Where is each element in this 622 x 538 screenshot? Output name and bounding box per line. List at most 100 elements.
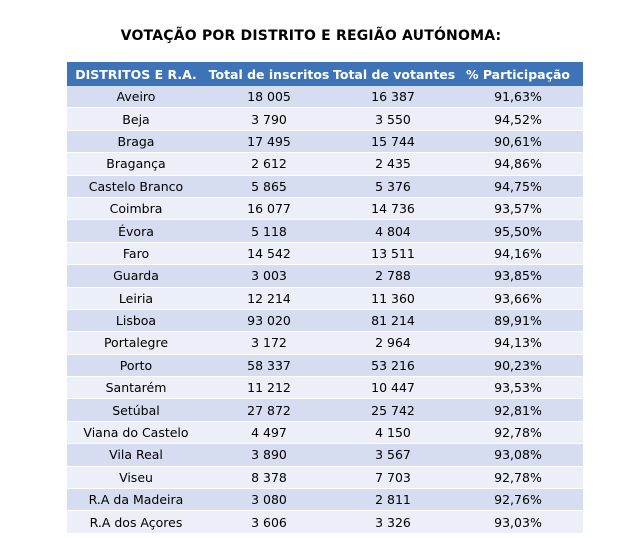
cell-participation: 89,91%: [453, 309, 583, 333]
table-row: Viseu 8 378 7 703 92,78%: [67, 466, 583, 490]
cell-participation: 94,75%: [453, 175, 583, 198]
cell-participation: 94,52%: [453, 107, 583, 131]
cell-registered: 11 212: [205, 376, 333, 400]
table-row: Lisboa 93 020 81 214 89,91%: [67, 309, 583, 333]
cell-voters: 10 447: [333, 376, 453, 400]
cell-district: Guarda: [67, 264, 205, 288]
cell-voters: 25 742: [333, 398, 453, 422]
cell-participation: 93,66%: [453, 287, 583, 310]
table-row: Braga 17 495 15 744 90,61%: [67, 130, 583, 154]
table-header-row: DISTRITOS E R.A. Total de inscritos Tota…: [67, 62, 583, 86]
cell-registered: 14 542: [205, 242, 333, 266]
cell-participation: 93,08%: [453, 443, 583, 467]
table-row: Viana do Castelo 4 497 4 150 92,78%: [67, 421, 583, 445]
cell-voters: 16 387: [333, 86, 453, 109]
cell-participation: 93,57%: [453, 197, 583, 221]
cell-district: Viana do Castelo: [67, 421, 205, 445]
cell-registered: 5 118: [205, 219, 333, 243]
cell-registered: 3 172: [205, 331, 333, 355]
cell-participation: 94,13%: [453, 331, 583, 355]
cell-district: Castelo Branco: [67, 175, 205, 198]
cell-voters: 11 360: [333, 287, 453, 310]
cell-registered: 5 865: [205, 175, 333, 198]
cell-voters: 7 703: [333, 466, 453, 490]
table-row: Bragança 2 612 2 435 94,86%: [67, 152, 583, 176]
header-voters: Total de votantes: [333, 62, 455, 86]
votes-table: DISTRITOS E R.A. Total de inscritos Tota…: [67, 62, 583, 534]
cell-participation: 92,78%: [453, 466, 583, 490]
cell-voters: 4 150: [333, 421, 453, 445]
table-row: Castelo Branco 5 865 5 376 94,75%: [67, 175, 583, 198]
cell-registered: 3 003: [205, 264, 333, 288]
cell-voters: 2 788: [333, 264, 453, 288]
cell-district: Beja: [67, 107, 205, 131]
cell-voters: 3 567: [333, 443, 453, 467]
table-row: Leiria 12 214 11 360 93,66%: [67, 287, 583, 310]
cell-registered: 4 497: [205, 421, 333, 445]
table-row: Portalegre 3 172 2 964 94,13%: [67, 331, 583, 355]
cell-participation: 93,53%: [453, 376, 583, 400]
cell-registered: 18 005: [205, 86, 333, 109]
table-body: Aveiro 18 005 16 387 91,63% Beja 3 790 3 550 94…: [67, 86, 583, 534]
table-row: Évora 5 118 4 804 95,50%: [67, 219, 583, 243]
cell-participation: 91,63%: [453, 86, 583, 109]
cell-district: Santarém: [67, 376, 205, 400]
table-row: Setúbal 27 872 25 742 92,81%: [67, 398, 583, 422]
cell-registered: 93 020: [205, 309, 333, 333]
cell-voters: 2 435: [333, 152, 453, 176]
cell-participation: 92,78%: [453, 421, 583, 445]
cell-district: Braga: [67, 130, 205, 154]
cell-participation: 92,76%: [453, 488, 583, 512]
cell-district: Leiria: [67, 287, 205, 310]
cell-participation: 92,81%: [453, 398, 583, 422]
cell-voters: 3 326: [333, 510, 453, 534]
table-row: Coimbra 16 077 14 736 93,57%: [67, 197, 583, 221]
cell-district: Setúbal: [67, 398, 205, 422]
cell-district: Évora: [67, 219, 205, 243]
cell-district: Porto: [67, 354, 205, 378]
cell-registered: 58 337: [205, 354, 333, 378]
cell-district: R.A da Madeira: [67, 488, 205, 512]
cell-voters: 15 744: [333, 130, 453, 154]
cell-voters: 53 216: [333, 354, 453, 378]
cell-registered: 12 214: [205, 287, 333, 310]
header-district: DISTRITOS E R.A.: [67, 62, 205, 86]
cell-district: Aveiro: [67, 86, 205, 109]
header-participation: % Participação: [453, 62, 583, 86]
cell-participation: 90,23%: [453, 354, 583, 378]
cell-district: Portalegre: [67, 331, 205, 355]
cell-participation: 94,86%: [453, 152, 583, 176]
table-row: Beja 3 790 3 550 94,52%: [67, 107, 583, 131]
cell-voters: 3 550: [333, 107, 453, 131]
cell-district: Lisboa: [67, 309, 205, 333]
cell-participation: 93,85%: [453, 264, 583, 288]
table-row: R.A dos Açores 3 606 3 326 93,03%: [67, 510, 583, 534]
cell-registered: 17 495: [205, 130, 333, 154]
cell-participation: 90,61%: [453, 130, 583, 154]
cell-district: Faro: [67, 242, 205, 266]
table-row: Aveiro 18 005 16 387 91,63%: [67, 86, 583, 109]
cell-registered: 27 872: [205, 398, 333, 422]
cell-participation: 94,16%: [453, 242, 583, 266]
header-registered: Total de inscritos: [205, 62, 333, 86]
cell-voters: 81 214: [333, 309, 453, 333]
cell-district: Vila Real: [67, 443, 205, 467]
cell-participation: 95,50%: [453, 219, 583, 243]
cell-voters: 13 511: [333, 242, 453, 266]
cell-participation: 93,03%: [453, 510, 583, 534]
table-row: R.A da Madeira 3 080 2 811 92,76%: [67, 488, 583, 512]
cell-voters: 4 804: [333, 219, 453, 243]
cell-registered: 3 080: [205, 488, 333, 512]
cell-voters: 5 376: [333, 175, 453, 198]
table-row: Faro 14 542 13 511 94,16%: [67, 242, 583, 266]
cell-registered: 8 378: [205, 466, 333, 490]
cell-registered: 2 612: [205, 152, 333, 176]
cell-voters: 2 964: [333, 331, 453, 355]
table-row: Guarda 3 003 2 788 93,85%: [67, 264, 583, 288]
table-row: Porto 58 337 53 216 90,23%: [67, 354, 583, 378]
table-row: Santarém 11 212 10 447 93,53%: [67, 376, 583, 400]
cell-voters: 2 811: [333, 488, 453, 512]
cell-registered: 3 606: [205, 510, 333, 534]
cell-registered: 3 890: [205, 443, 333, 467]
page-title: VOTAÇÃO POR DISTRITO E REGIÃO AUTÓNOMA:: [120, 28, 502, 44]
